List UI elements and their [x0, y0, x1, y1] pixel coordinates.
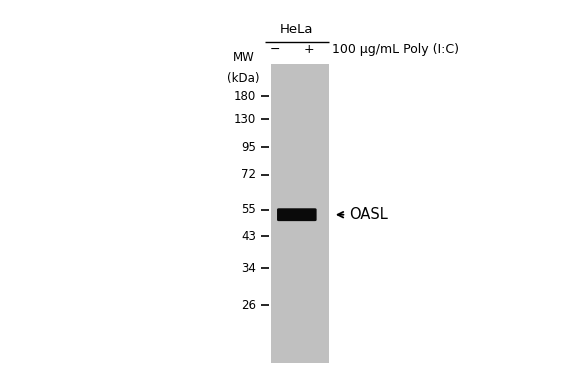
Text: OASL: OASL	[349, 207, 388, 222]
Text: MW: MW	[232, 51, 254, 64]
Text: 72: 72	[241, 168, 256, 181]
Text: (kDa): (kDa)	[227, 72, 260, 85]
Text: +: +	[303, 43, 314, 56]
Text: HeLa: HeLa	[280, 23, 314, 36]
Text: 180: 180	[234, 90, 256, 103]
Text: −: −	[269, 43, 280, 56]
Text: 43: 43	[241, 230, 256, 243]
Text: 26: 26	[241, 299, 256, 312]
Text: 100 μg/mL Poly (I:C): 100 μg/mL Poly (I:C)	[332, 43, 459, 56]
Bar	[271, 64, 329, 363]
Text: 34: 34	[241, 262, 256, 275]
Text: 95: 95	[241, 141, 256, 154]
Text: 55: 55	[242, 203, 256, 216]
FancyBboxPatch shape	[277, 208, 317, 221]
Text: 130: 130	[234, 113, 256, 125]
